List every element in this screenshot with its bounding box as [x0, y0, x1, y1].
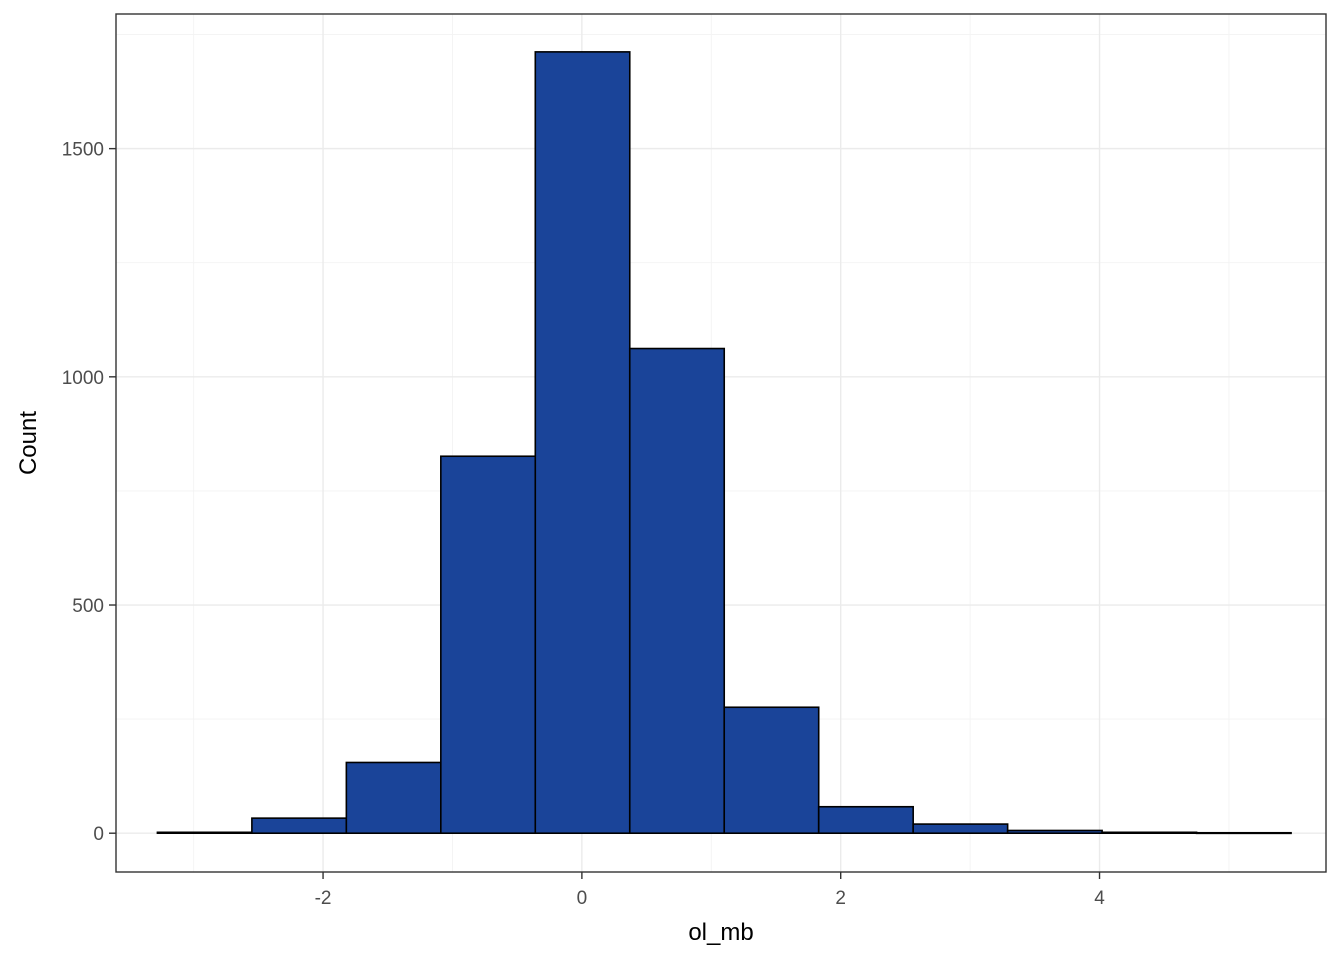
histogram-bar — [534, 51, 631, 835]
y-axis-ticks: 0 500 1000 1500 — [62, 140, 116, 845]
histogram-bar — [912, 823, 1009, 835]
histogram-bar — [440, 455, 537, 835]
plot-panel-border — [115, 13, 1327, 873]
y-tick-label: 0 — [93, 824, 104, 845]
y-tick-label: 1500 — [62, 140, 104, 161]
histogram-bar — [723, 706, 820, 835]
histogram-bar — [628, 347, 726, 835]
histogram-bar — [345, 761, 442, 835]
histogram-bar — [1006, 829, 1103, 835]
x-tick-label: 4 — [1094, 888, 1105, 909]
histogram-bars — [156, 51, 1292, 835]
histogram-bar — [251, 817, 348, 835]
x-tick-label: 2 — [835, 888, 846, 909]
x-tick-label: -2 — [315, 888, 332, 909]
y-tick-label: 500 — [72, 596, 104, 617]
x-axis-title: ol_mb — [688, 919, 753, 946]
x-axis-ticks: -2 0 2 4 — [315, 872, 1105, 909]
x-tick-label: 0 — [577, 888, 588, 909]
histogram-bar — [1101, 831, 1198, 835]
y-axis-title: Count — [15, 411, 42, 475]
histogram-bar — [817, 805, 914, 835]
histogram-bar — [156, 831, 253, 835]
y-tick-label: 1000 — [62, 368, 104, 389]
histogram-bar — [1195, 831, 1292, 835]
